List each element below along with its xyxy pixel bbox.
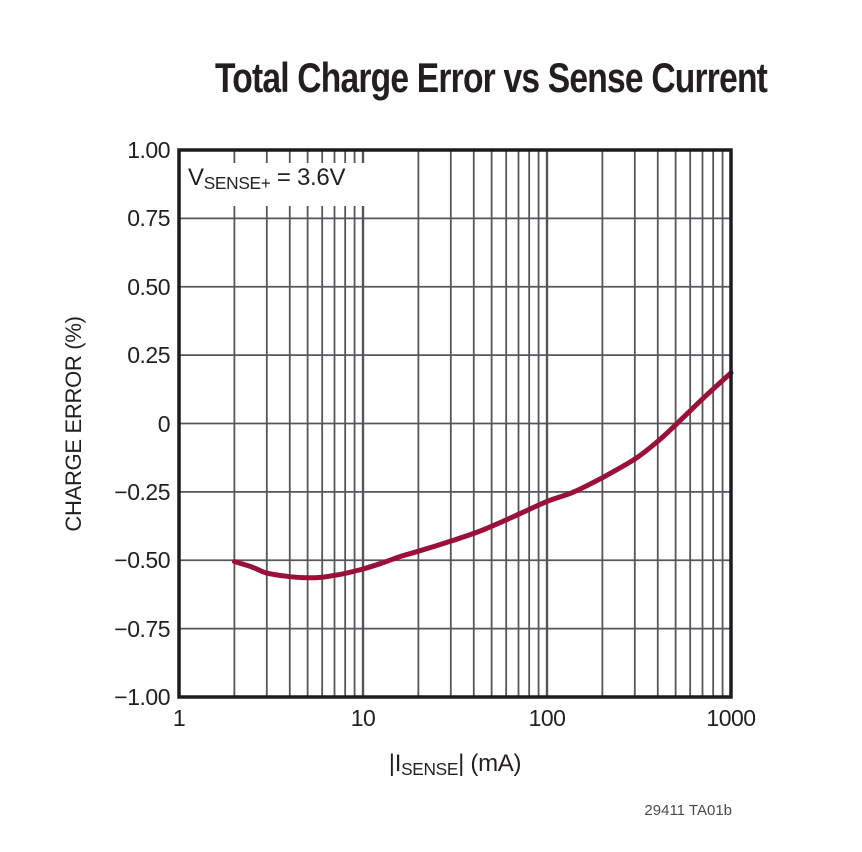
chart-title: Total Charge Error vs Sense Current [215, 54, 768, 101]
y-tick-label: 0.25 [127, 342, 170, 369]
y-tick-label: −1.00 [114, 684, 170, 710]
y-tick-label: 0 [157, 410, 171, 437]
y-tick-label: 0.75 [127, 205, 170, 232]
y-tick-label: −0.25 [114, 478, 170, 505]
annotation-suffix: = 3.6V [270, 164, 346, 191]
y-tick-label: −0.75 [114, 615, 170, 642]
annotation-prefix: V [188, 164, 204, 191]
annotation-vsense: VSENSE+ = 3.6V [188, 164, 345, 194]
x-tick-label: 1000 [706, 705, 756, 731]
x-axis-title-subscript: SENSE [401, 758, 459, 779]
y-tick-label: −0.50 [114, 547, 170, 574]
x-tick-label: 10 [350, 705, 376, 731]
x-axis-title: |ISENSE| (mA) [179, 750, 731, 780]
y-tick-label: 0.50 [127, 273, 170, 300]
annotation-subscript: SENSE+ [203, 172, 271, 193]
x-tick-label: 100 [528, 705, 566, 731]
x-tick-label: 1 [172, 705, 186, 731]
annotation-mask [181, 163, 403, 206]
charge-error-curve [231, 370, 734, 581]
x-axis-title-suffix: | (mA) [458, 750, 522, 777]
figure-reference-code: 29411 TA01b [644, 802, 732, 819]
plot-frame [177, 148, 733, 699]
y-tick-label: 1.00 [127, 137, 170, 163]
x-axis-title-prefix: |I [388, 750, 402, 777]
